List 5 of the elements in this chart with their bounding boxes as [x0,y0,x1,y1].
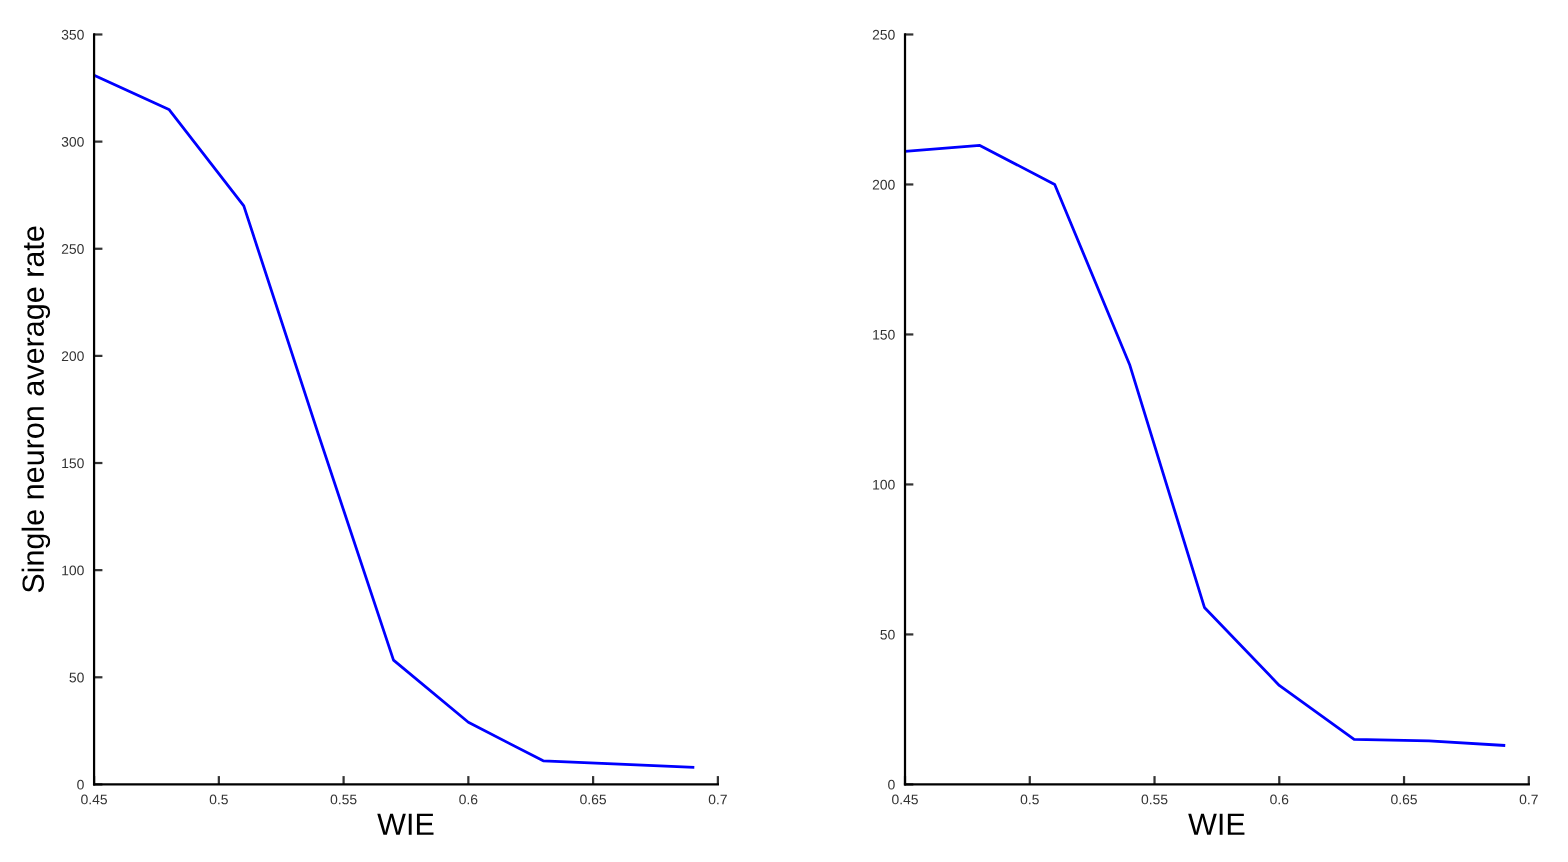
y-axis-title: Single neuron average rate [21,226,51,593]
line-series [905,144,1506,747]
x-axis-title: WIE [1188,813,1245,835]
line-series [94,73,695,769]
x-axis-title: WIE [377,813,434,835]
